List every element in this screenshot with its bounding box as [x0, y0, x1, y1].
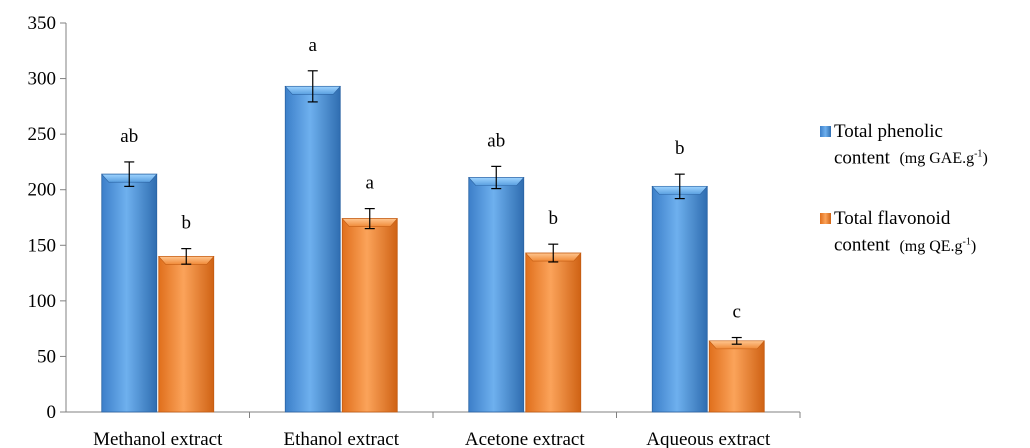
bar [708, 340, 765, 413]
bar-cap [708, 340, 765, 350]
bar [284, 85, 341, 413]
legend-unit-flavonoid-sup: -1 [962, 236, 971, 248]
bar [101, 173, 158, 413]
x-tick-label: Methanol extract [93, 429, 223, 448]
y-tick-label: 250 [28, 124, 57, 145]
bar [341, 218, 398, 413]
y-tick-label: 300 [28, 69, 57, 90]
legend-item-flavonoid: Total flavonoid content (mg QE.g-1) [820, 207, 1025, 257]
legend: Total phenolic content (mg GAE.g-1) Tota… [820, 120, 1025, 258]
significance-letter: a [309, 35, 318, 56]
bar [525, 252, 582, 413]
legend-unit-flavonoid: (mg QE.g-1) [899, 236, 977, 255]
y-tick-label: 350 [28, 13, 57, 34]
significance-letters: ab b a a ab b b c [120, 35, 741, 323]
x-tick-label: Aqueous extract [646, 429, 771, 448]
axes: 0 50 100 150 200 250 300 350 Methanol extract Eth… [28, 13, 801, 448]
bar [468, 177, 525, 413]
legend-label-flavonoid-line1: Total flavonoid [834, 208, 951, 230]
bars [101, 85, 765, 413]
x-tick-label: Acetone extract [465, 429, 585, 448]
significance-letter: a [366, 173, 375, 194]
legend-swatch-flavonoid [820, 213, 831, 225]
legend-unit-phenolic-sup: -1 [974, 149, 983, 160]
y-tick-label: 150 [28, 235, 57, 256]
legend-unit-flavonoid-main: (mg QE.g [899, 237, 963, 255]
legend-label-phenolic-line2: content [834, 147, 890, 169]
significance-letter: b [549, 208, 559, 229]
legend-unit-phenolic-close: ) [982, 150, 988, 168]
significance-letter: ab [487, 130, 505, 151]
significance-letter: b [675, 138, 685, 159]
legend-unit-phenolic: (mg GAE.g-1) [899, 149, 988, 168]
significance-letter: c [733, 302, 741, 323]
legend-item-phenolic: Total phenolic content (mg GAE.g-1) [820, 120, 1025, 170]
x-tick-label: Ethanol extract [283, 429, 399, 448]
y-tick-label: 100 [28, 291, 57, 312]
error-bars [124, 70, 742, 345]
y-tick-label: 50 [37, 346, 56, 367]
legend-swatch-phenolic [820, 126, 831, 137]
significance-letter: b [182, 213, 192, 234]
legend-label-phenolic-line1: Total phenolic [834, 121, 943, 142]
legend-label-flavonoid-line2: content [834, 234, 890, 256]
legend-unit-flavonoid-close: ) [970, 237, 977, 255]
bar [158, 255, 215, 413]
y-tick-label: 0 [47, 402, 57, 423]
significance-letter: ab [120, 126, 138, 147]
legend-unit-phenolic-main: (mg GAE.g [899, 150, 975, 168]
y-tick-label: 200 [28, 180, 57, 201]
bar [651, 185, 708, 413]
